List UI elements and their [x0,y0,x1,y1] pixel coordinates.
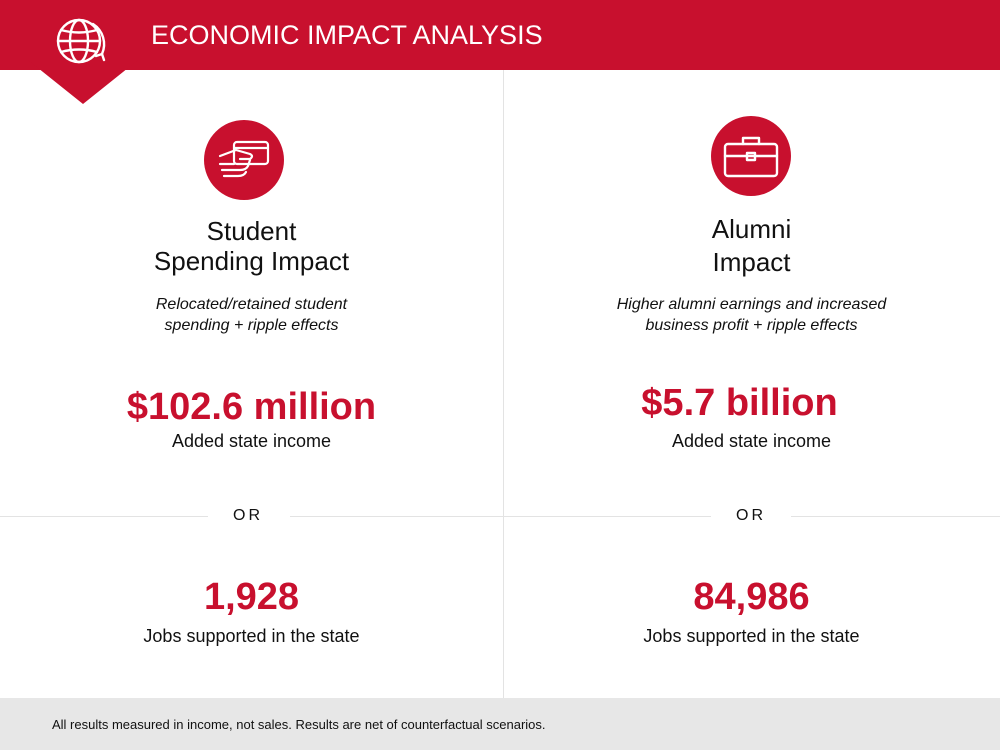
briefcase-icon [711,116,791,196]
student-title-line2: Spending Impact [153,246,350,276]
footer: All results measured in income, not sale… [0,698,1000,750]
student-desc-line1: Relocated/retained student [155,296,348,313]
credit-card-hand-icon [204,120,284,200]
alumni-title-line2: Impact [712,247,791,277]
student-income-value: $102.6 million [126,386,377,428]
student-title-line1: Student [206,216,297,246]
alumni-title-line1: Alumni [711,214,792,244]
page-title: ECONOMIC IMPACT ANALYSIS [151,20,543,50]
alumni-section: Alumni Impact Higher alumni earnings and… [503,70,1000,698]
header-tab [28,60,138,104]
column-divider [503,70,504,698]
or-divider-right-b [790,516,1000,517]
alumni-desc-line2: business profit + ripple effects [645,317,858,334]
student-income-label: Added state income [171,431,332,451]
or-divider-left-a [0,516,220,517]
footer-note: All results measured in income, not sale… [52,717,546,732]
alumni-income-label: Added state income [671,431,832,451]
alumni-income-value: $5.7 billion [641,382,838,424]
or-divider-left-b [290,516,503,517]
or-divider-right-a [503,516,711,517]
alumni-jobs-label: Jobs supported in the state [643,626,860,646]
student-or-text: OR [208,507,288,525]
alumni-desc-line1: Higher alumni earnings and increased [616,296,887,313]
header-bar [0,0,1000,70]
alumni-jobs-value: 84,986 [693,576,810,618]
globe-icon [56,18,106,64]
alumni-or-text: OR [711,507,791,525]
student-spending-section: Student Spending Impact Relocated/retain… [0,70,503,698]
student-jobs-value: 1,928 [203,576,300,618]
student-desc-line2: spending + ripple effects [164,317,339,334]
student-jobs-label: Jobs supported in the state [143,626,360,646]
